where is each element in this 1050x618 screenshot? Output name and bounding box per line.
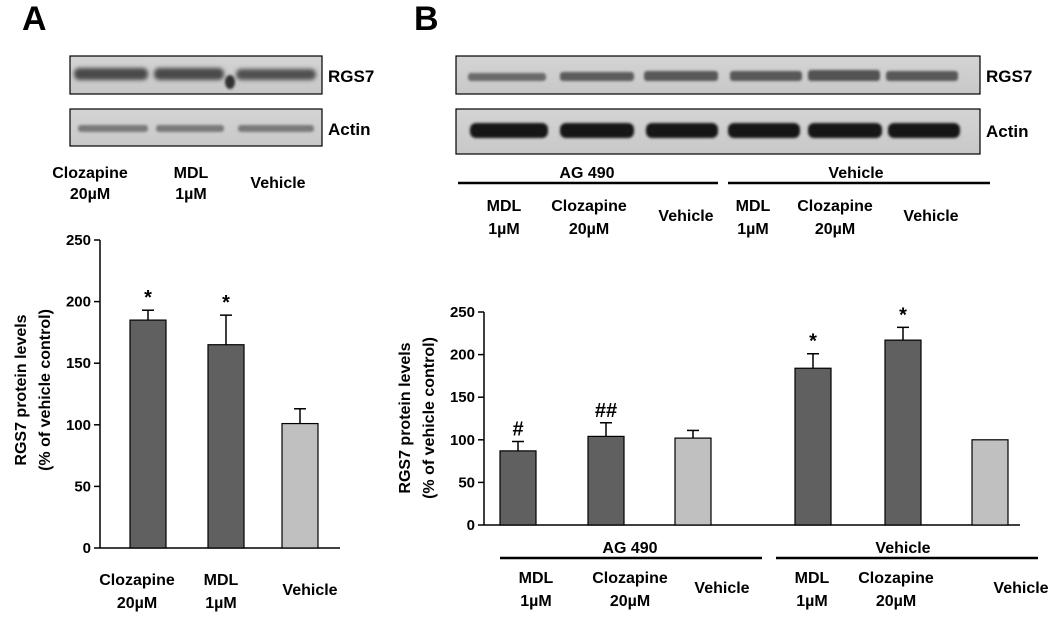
panel-a-lane1-line1: Clozapine bbox=[52, 165, 128, 182]
chart-b-bar bbox=[499, 450, 537, 526]
chart-b-ytick-label: 150 bbox=[450, 389, 475, 406]
panel-a-lane2-line2: 1µM bbox=[175, 186, 206, 203]
chart-b-bar bbox=[794, 367, 832, 526]
chart-a-category-label: 20µM bbox=[117, 595, 157, 612]
panel-b-rgs7-label: RGS7 bbox=[986, 67, 1032, 86]
chart-a-bar bbox=[129, 319, 167, 549]
chart-b-category-label: MDL bbox=[519, 570, 554, 587]
chart-b-bar bbox=[674, 437, 712, 526]
chart-a-ylabel-line1: RGS7 protein levels bbox=[13, 314, 30, 465]
panel-b-blot-lane6-line1: Vehicle bbox=[903, 208, 958, 225]
chart-a: RGS7 protein levels (% of vehicle contro… bbox=[13, 232, 340, 612]
panel-b-blot-lane4-line1: MDL bbox=[736, 198, 771, 215]
panel-a-actin-label: Actin bbox=[328, 120, 371, 139]
panel-b-blot-group2-label: Vehicle bbox=[828, 165, 883, 182]
chart-a-ytick-label: 100 bbox=[66, 417, 91, 434]
chart-a-category-label: MDL bbox=[204, 572, 239, 589]
chart-b-ylabel-line1: RGS7 protein levels bbox=[397, 342, 414, 493]
panel-b-letter: B bbox=[414, 0, 439, 38]
panel-b-blot-group1-label: AG 490 bbox=[559, 165, 614, 182]
chart-a-category-label: Clozapine bbox=[99, 572, 175, 589]
chart-b-significance-mark: * bbox=[809, 331, 817, 353]
panel-b-blot-lane3-line1: Vehicle bbox=[658, 208, 713, 225]
chart-a-bar bbox=[207, 344, 245, 549]
panel-b-blot-lane4-line2: 1µM bbox=[737, 221, 768, 238]
chart-b-bar bbox=[587, 435, 625, 526]
panel-a-rgs7-label: RGS7 bbox=[328, 67, 374, 86]
chart-b-ytick-label: 200 bbox=[450, 347, 475, 364]
chart-b-category-label: 20µM bbox=[876, 593, 916, 610]
panel-b-actin-label: Actin bbox=[986, 122, 1029, 141]
panel-b-rgs7-blot bbox=[455, 55, 981, 95]
chart-b-ylabel-line2: (% of vehicle control) bbox=[421, 337, 438, 499]
panel-a-lane1-line2: 20µM bbox=[70, 186, 110, 203]
chart-a-ytick-label: 150 bbox=[66, 355, 91, 372]
chart-a-ytick-label: 200 bbox=[66, 294, 91, 311]
panel-b-blot-lane1-line2: 1µM bbox=[488, 221, 519, 238]
panel-b-blot-lane1-line1: MDL bbox=[487, 198, 522, 215]
panel-a-actin-blot bbox=[69, 108, 323, 147]
panel-a-rgs7-blot bbox=[69, 55, 323, 95]
chart-b-significance-mark: ## bbox=[595, 400, 617, 422]
chart-a-significance-mark: * bbox=[222, 292, 230, 314]
chart-a-ytick-label: 50 bbox=[74, 478, 91, 495]
panel-a-lane3-line1: Vehicle bbox=[250, 175, 305, 192]
panel-b-blot-lane2-line1: Clozapine bbox=[551, 198, 627, 215]
chart-b-significance-mark: * bbox=[899, 304, 907, 326]
chart-b-group1-label: AG 490 bbox=[602, 540, 657, 557]
chart-b-ytick-label: 250 bbox=[450, 304, 475, 321]
chart-b-category-label: Clozapine bbox=[858, 570, 934, 587]
chart-b-ytick-label: 0 bbox=[467, 517, 475, 534]
chart-b-category-label: 20µM bbox=[610, 593, 650, 610]
chart-b-category-label: Vehicle bbox=[993, 580, 1048, 597]
chart-a-ylabel-line2: (% of vehicle control) bbox=[37, 309, 54, 471]
panel-b-blot-lane5-line1: Clozapine bbox=[797, 198, 873, 215]
chart-b-bar bbox=[884, 339, 922, 526]
panel-a-lane2-line1: MDL bbox=[174, 165, 209, 182]
chart-a-bar bbox=[281, 422, 319, 549]
chart-a-category-label: Vehicle bbox=[282, 582, 337, 599]
chart-a-category-label: 1µM bbox=[205, 595, 236, 612]
panel-b-blot-lane5-line2: 20µM bbox=[815, 221, 855, 238]
panel-b-actin-blot bbox=[455, 108, 981, 155]
chart-b-significance-mark: # bbox=[512, 419, 523, 441]
chart-b-category-label: 1µM bbox=[520, 593, 551, 610]
chart-b-bar bbox=[971, 439, 1009, 526]
chart-b-category-label: Clozapine bbox=[592, 570, 668, 587]
chart-b-ytick-label: 50 bbox=[458, 474, 475, 491]
chart-b-category-label: MDL bbox=[795, 570, 830, 587]
chart-a-ytick-label: 250 bbox=[66, 232, 91, 249]
chart-b: RGS7 protein levels (% of vehicle contro… bbox=[397, 304, 1049, 610]
chart-a-ytick-label: 0 bbox=[83, 540, 91, 557]
panel-b-blot-lane2-line2: 20µM bbox=[569, 221, 609, 238]
chart-a-significance-mark: * bbox=[144, 287, 152, 309]
chart-b-group2-label: Vehicle bbox=[875, 540, 930, 557]
panel-a-letter: A bbox=[22, 0, 47, 38]
chart-b-category-label: 1µM bbox=[796, 593, 827, 610]
chart-b-category-label: Vehicle bbox=[694, 580, 749, 597]
chart-b-ytick-label: 100 bbox=[450, 432, 475, 449]
